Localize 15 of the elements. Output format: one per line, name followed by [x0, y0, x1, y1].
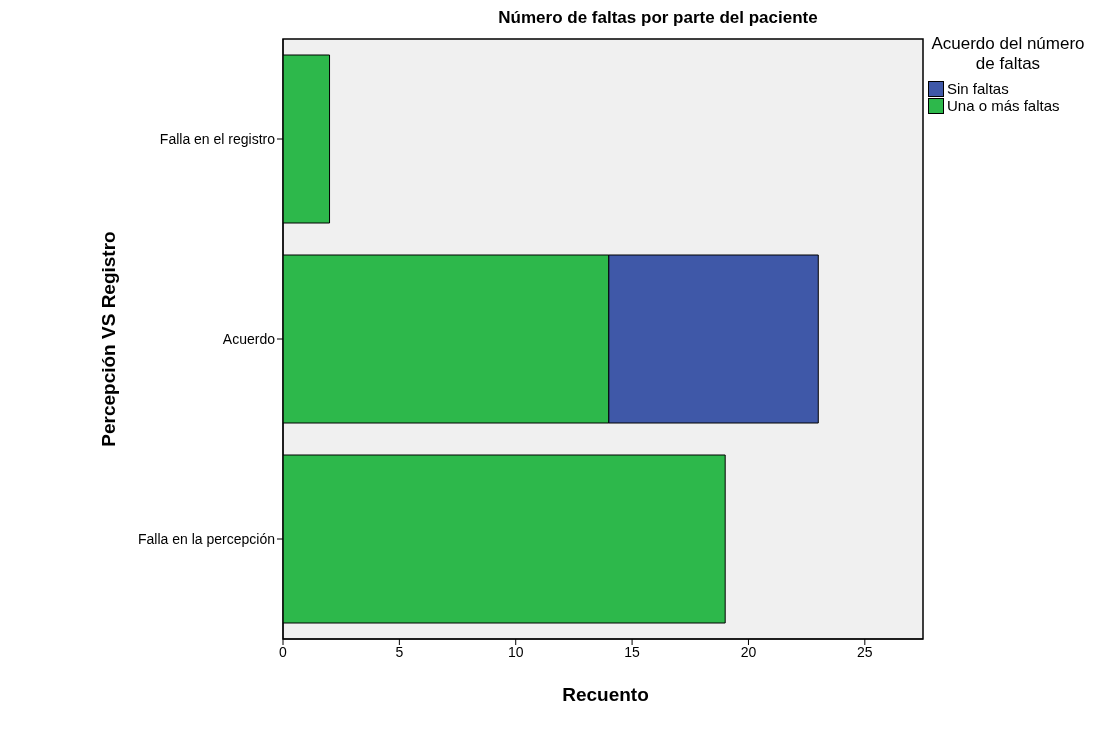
y-tick-label: Falla en la percepción [138, 530, 275, 547]
y-axis-title: Percepción VS Registro [97, 231, 119, 447]
legend-title: Acuerdo del número de faltas [930, 34, 1086, 74]
x-tick-label: 0 [279, 643, 288, 660]
chart-title: Número de faltas por parte del paciente [497, 8, 819, 29]
x-tick-label: 15 [624, 643, 641, 660]
legend-label: Una o más faltas [947, 97, 1060, 114]
x-tick-label: 10 [507, 643, 524, 660]
y-tick-label: Falla en el registro [159, 130, 276, 147]
y-tick-label: Acuerdo [222, 330, 276, 347]
x-tick-label: 20 [740, 643, 757, 660]
x-tick-label: 25 [857, 643, 873, 660]
x-axis-title: Recuento [561, 684, 650, 706]
x-tick-label: 5 [395, 643, 404, 660]
legend-label: Sin faltas [947, 80, 1009, 97]
